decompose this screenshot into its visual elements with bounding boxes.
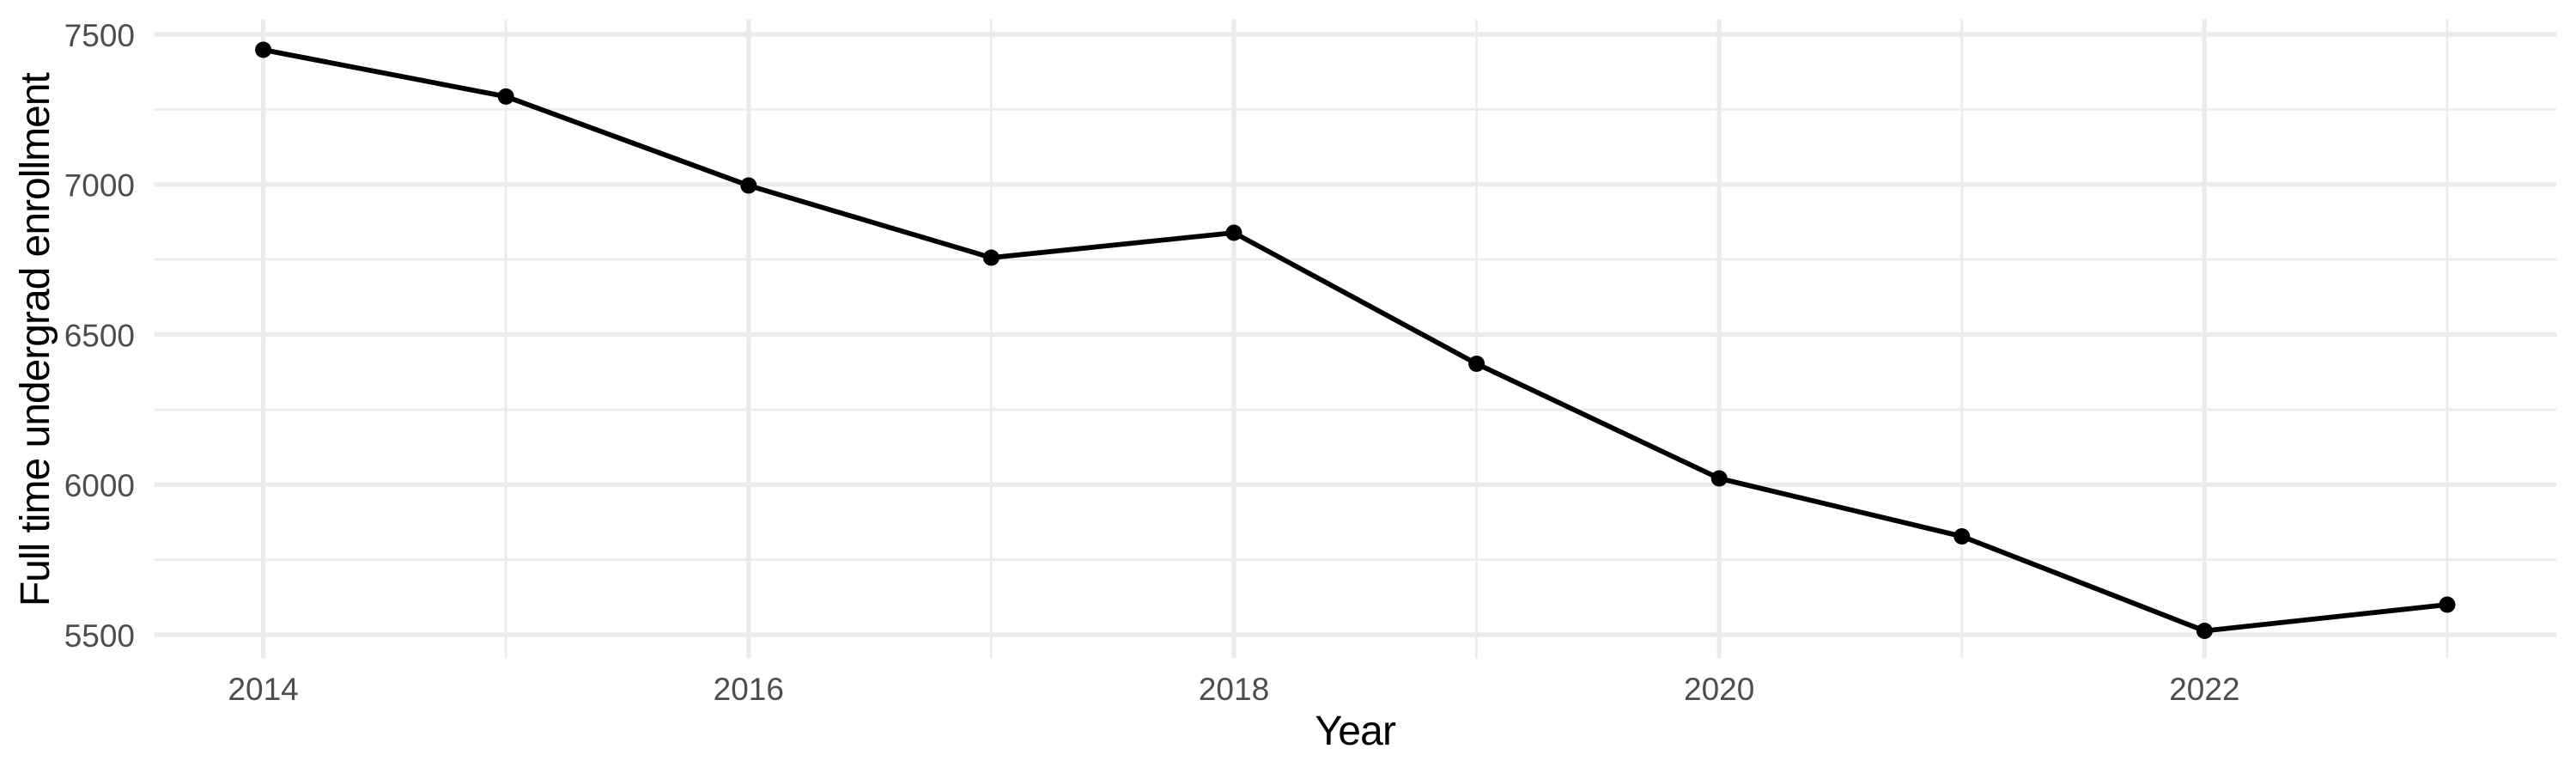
svg-text:2014: 2014 bbox=[228, 672, 298, 707]
svg-text:2020: 2020 bbox=[1684, 672, 1754, 707]
svg-text:7000: 7000 bbox=[64, 168, 135, 204]
svg-text:Full time undergrad enrollment: Full time undergrad enrollment bbox=[13, 73, 58, 607]
svg-text:2022: 2022 bbox=[2169, 672, 2239, 707]
svg-text:6500: 6500 bbox=[64, 318, 135, 353]
svg-text:6000: 6000 bbox=[64, 468, 135, 503]
svg-text:5500: 5500 bbox=[64, 618, 135, 654]
svg-text:2018: 2018 bbox=[1199, 672, 1269, 707]
svg-text:7500: 7500 bbox=[64, 18, 135, 53]
svg-text:Year: Year bbox=[1315, 709, 1396, 754]
svg-text:2016: 2016 bbox=[714, 672, 784, 707]
